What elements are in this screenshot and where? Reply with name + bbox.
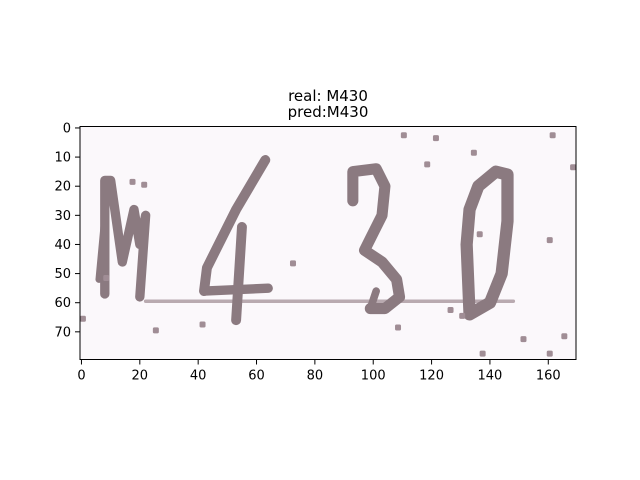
- noise-speck: [570, 164, 577, 171]
- x-tick-label: 20: [132, 369, 149, 384]
- title-line-real: real: M430: [288, 87, 368, 105]
- x-tick-label: 80: [307, 369, 324, 384]
- captcha-image: [79, 126, 577, 360]
- glyph-m-left-stem: [95, 182, 112, 283]
- x-tick-label: 160: [536, 369, 561, 384]
- glyph-3-tail: [366, 287, 380, 313]
- noise-speck: [289, 260, 296, 267]
- glyph-3: [347, 163, 406, 315]
- noise-speck: [103, 274, 110, 281]
- axes-frame: [79, 126, 577, 360]
- glyph-m: [100, 175, 151, 302]
- noise-speck: [520, 336, 527, 343]
- title-line-pred: pred:M430: [288, 103, 369, 121]
- noise-speck: [400, 132, 407, 139]
- noise-speck: [476, 231, 483, 238]
- noise-speck: [432, 135, 439, 142]
- y-tick-label: 50: [54, 267, 71, 282]
- noise-speck: [546, 350, 553, 357]
- noise-speck: [395, 324, 402, 331]
- noise-speck: [152, 327, 159, 334]
- noise-specks: [79, 132, 577, 357]
- noise-speck: [199, 321, 206, 328]
- x-tick-label: 60: [248, 369, 265, 384]
- x-axis-ticks: 0 20 40 60 80 100 120 140 160: [77, 359, 561, 384]
- noise-speck: [447, 306, 454, 313]
- noise-speck: [479, 350, 486, 357]
- noise-speck: [129, 178, 136, 185]
- captcha-glyphs: [95, 155, 516, 326]
- glyph-0: [460, 165, 514, 321]
- y-tick-label: 70: [54, 325, 71, 340]
- noise-speck: [141, 181, 148, 188]
- y-tick-label: 60: [54, 296, 71, 311]
- noise-speck: [549, 132, 556, 139]
- x-tick-label: 140: [478, 369, 503, 384]
- x-tick-label: 120: [419, 369, 444, 384]
- x-tick-label: 100: [361, 369, 386, 384]
- noise-speck: [561, 333, 568, 340]
- x-tick-label: 40: [190, 369, 207, 384]
- y-tick-label: 10: [54, 151, 71, 166]
- noise-speck: [459, 312, 466, 319]
- glyph-4-stem: [231, 222, 247, 326]
- noise-speck: [424, 161, 431, 168]
- y-tick-label: 0: [63, 121, 71, 136]
- y-axis-ticks: 0 10 20 30 40 50 60 70: [54, 121, 80, 340]
- noise-speck: [79, 315, 86, 322]
- x-tick-label: 0: [77, 369, 85, 384]
- noise-speck: [470, 149, 477, 156]
- image-background: [80, 126, 576, 360]
- noise-speck: [546, 237, 553, 244]
- y-tick-label: 30: [54, 209, 71, 224]
- y-tick-label: 40: [54, 238, 71, 253]
- y-tick-label: 20: [54, 180, 71, 195]
- glyph-4-diag: [199, 155, 271, 297]
